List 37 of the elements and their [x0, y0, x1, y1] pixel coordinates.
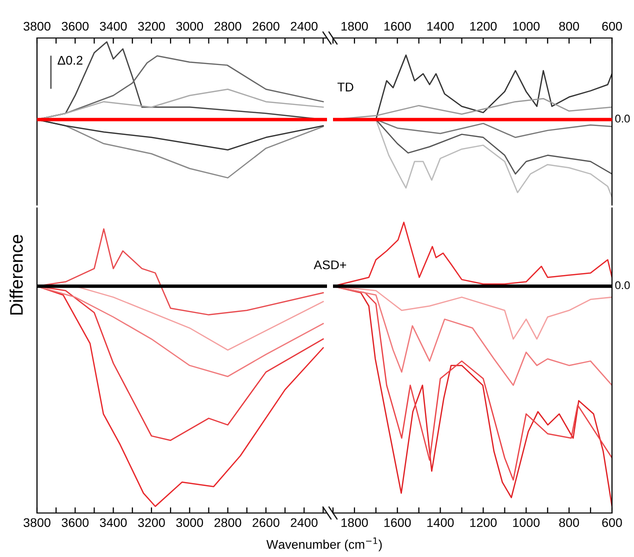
- x2-tick-label: 800: [559, 22, 580, 31]
- x2-tick-label: 2800: [214, 22, 242, 31]
- x-tick-label: 2600: [252, 518, 280, 528]
- x-tick-label: 3000: [176, 518, 204, 528]
- x-tick-label: 800: [559, 518, 580, 528]
- annotation: TD: [338, 82, 354, 92]
- x2-tick-label: 1400: [427, 22, 454, 31]
- annotation: Δ0.2: [58, 56, 82, 65]
- ref-line-label: 0.0: [615, 281, 630, 290]
- x-tick-label: 2400: [290, 518, 318, 528]
- x-tick-label: 3400: [100, 518, 127, 528]
- x-tick-label: 2800: [214, 518, 242, 528]
- x2-tick-label: 600: [602, 22, 622, 31]
- x2-tick-label: 3600: [62, 22, 89, 31]
- x2-tick-label: 1200: [470, 22, 497, 31]
- x2-tick-label: 3200: [138, 22, 165, 31]
- x-tick-label: 1400: [427, 518, 454, 528]
- x-axis-title: Wavenumber (cm$^{−1}$): [266, 538, 382, 552]
- x2-tick-label: 3400: [100, 22, 127, 31]
- x-tick-label: 1000: [513, 518, 540, 528]
- x2-tick-label: 1600: [384, 22, 411, 31]
- x-tick-label: 1800: [342, 518, 368, 528]
- annotation: ASD+: [314, 260, 346, 270]
- x-tick-label: 3800: [24, 518, 50, 528]
- y-axis-title: Difference: [10, 234, 23, 315]
- ref-line-label: 0.0: [615, 114, 630, 123]
- x2-tick-label: 3000: [176, 22, 204, 31]
- x-tick-label: 600: [602, 518, 622, 528]
- x-tick-label: 3600: [62, 518, 89, 528]
- x2-tick-label: 1800: [342, 22, 368, 31]
- x2-tick-label: 3800: [24, 22, 50, 31]
- x-tick-label: 1600: [384, 518, 411, 528]
- x-tick-label: 3200: [138, 518, 165, 528]
- x2-tick-label: 2600: [252, 22, 280, 31]
- x2-tick-label: 2400: [290, 22, 318, 31]
- x-tick-label: 1200: [470, 518, 497, 528]
- x2-tick-label: 1000: [513, 22, 540, 31]
